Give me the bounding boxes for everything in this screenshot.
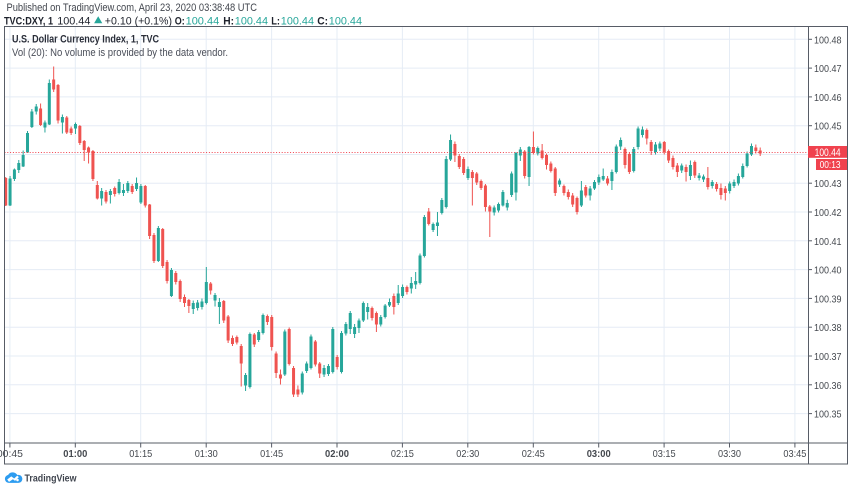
svg-text:100.39: 100.39 — [814, 293, 842, 305]
svg-text:100.48: 100.48 — [814, 34, 842, 46]
svg-text:100.44: 100.44 — [235, 15, 268, 27]
svg-text:100.42: 100.42 — [814, 207, 842, 219]
svg-text:01:00: 01:00 — [63, 448, 87, 460]
svg-text:03:15: 03:15 — [653, 448, 676, 460]
svg-text:U.S. Dollar Currency Index, 1,: U.S. Dollar Currency Index, 1, TVC — [12, 33, 159, 45]
svg-text:100.46: 100.46 — [814, 92, 842, 104]
svg-text:100.45: 100.45 — [814, 121, 842, 133]
svg-text:02:45: 02:45 — [522, 448, 545, 460]
svg-text:03:45: 03:45 — [783, 448, 806, 460]
svg-text:100.38: 100.38 — [814, 322, 842, 334]
svg-text:Published on TradingView.com,: Published on TradingView.com, April 23, … — [7, 2, 258, 14]
svg-text:100.40: 100.40 — [814, 265, 842, 277]
svg-text:100.44: 100.44 — [57, 15, 90, 27]
svg-text:+0.10 (+0.1%): +0.10 (+0.1%) — [105, 15, 172, 27]
svg-text:TradingView: TradingView — [25, 473, 78, 485]
svg-text:100.44: 100.44 — [281, 15, 314, 27]
svg-text:Vol (20): No volume is provide: Vol (20): No volume is provided by the d… — [12, 47, 228, 59]
svg-text:100.44: 100.44 — [329, 15, 362, 27]
svg-text:100.36: 100.36 — [814, 380, 842, 392]
svg-text:03:00: 03:00 — [587, 448, 611, 460]
svg-text:100.37: 100.37 — [814, 351, 842, 363]
svg-text:100.41: 100.41 — [814, 236, 842, 248]
svg-text:H:: H: — [223, 15, 234, 27]
svg-text:01:15: 01:15 — [129, 448, 152, 460]
svg-text:00:45: 00:45 — [0, 448, 23, 460]
svg-text:O:: O: — [175, 15, 185, 27]
svg-text:03:30: 03:30 — [718, 448, 741, 460]
svg-text:100.47: 100.47 — [814, 63, 842, 75]
svg-text:100.43: 100.43 — [814, 178, 842, 190]
svg-text:100.35: 100.35 — [814, 409, 842, 421]
svg-text:02:30: 02:30 — [456, 448, 479, 460]
svg-text:100.44: 100.44 — [186, 15, 220, 27]
svg-text:02:15: 02:15 — [391, 448, 414, 460]
svg-text:C:: C: — [317, 15, 328, 27]
svg-text:01:30: 01:30 — [195, 448, 218, 460]
svg-text:01:45: 01:45 — [260, 448, 283, 460]
svg-text:TVC:DXY, 1: TVC:DXY, 1 — [4, 15, 53, 27]
svg-text:L:: L: — [271, 15, 280, 27]
svg-text:100.44: 100.44 — [815, 147, 841, 159]
svg-text:02:00: 02:00 — [325, 448, 349, 460]
svg-text:00:13: 00:13 — [820, 160, 841, 171]
